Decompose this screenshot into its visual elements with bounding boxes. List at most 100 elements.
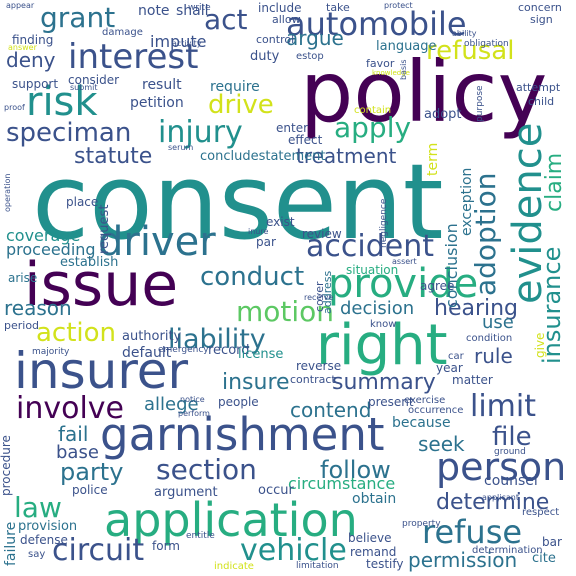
word: conclusion bbox=[442, 223, 461, 308]
word: arise bbox=[8, 271, 38, 285]
word: sign bbox=[530, 13, 553, 26]
word: par bbox=[256, 235, 276, 249]
word: result bbox=[142, 77, 182, 93]
word: procedure bbox=[0, 435, 13, 496]
word: protect bbox=[384, 1, 413, 10]
word: present bbox=[368, 395, 414, 409]
word: action bbox=[36, 318, 117, 348]
word: enter bbox=[276, 121, 309, 135]
word: coverage bbox=[6, 226, 81, 245]
word: perform bbox=[178, 409, 210, 418]
word: insurer bbox=[14, 342, 189, 400]
word: form bbox=[152, 539, 180, 553]
word: garnishment bbox=[100, 408, 385, 461]
word: serum bbox=[168, 143, 194, 152]
word: situation bbox=[346, 263, 399, 277]
word: say bbox=[28, 549, 46, 560]
word: adoption bbox=[469, 172, 502, 296]
word: period bbox=[4, 319, 40, 332]
word: entitle bbox=[186, 531, 215, 541]
word: negligence bbox=[379, 198, 389, 248]
word: condition bbox=[466, 333, 513, 344]
word: ability bbox=[452, 29, 477, 38]
word: proceeding bbox=[6, 240, 96, 259]
word: majority bbox=[32, 347, 70, 357]
word: contain bbox=[354, 105, 392, 116]
word: emergency bbox=[158, 345, 209, 355]
word: permission bbox=[408, 548, 518, 572]
word: duty bbox=[250, 49, 280, 64]
word: deny bbox=[6, 48, 56, 72]
word: party bbox=[60, 458, 124, 486]
word: motion bbox=[236, 295, 335, 328]
word: limit bbox=[470, 389, 536, 424]
word: record bbox=[208, 343, 250, 358]
word: know bbox=[370, 319, 397, 330]
word: support bbox=[12, 77, 59, 91]
word: provide bbox=[328, 261, 479, 307]
word: interest bbox=[68, 37, 199, 77]
word: applicant bbox=[482, 493, 520, 502]
word: reason bbox=[4, 296, 72, 320]
word: language bbox=[376, 39, 437, 54]
word: place bbox=[66, 195, 99, 209]
word: attempt bbox=[516, 81, 561, 94]
word: favor bbox=[366, 57, 395, 70]
word: write bbox=[188, 3, 211, 13]
word: determine bbox=[436, 490, 550, 515]
word: knowledge bbox=[372, 69, 410, 77]
word: control bbox=[256, 33, 295, 46]
word: liability bbox=[168, 324, 266, 355]
word: estop bbox=[296, 51, 324, 62]
word: file bbox=[492, 422, 532, 452]
word: concern bbox=[518, 1, 562, 14]
word: believe bbox=[348, 531, 392, 545]
word: appear bbox=[6, 1, 35, 10]
word: defense bbox=[20, 533, 68, 547]
word: adopt bbox=[424, 107, 462, 122]
word: person bbox=[436, 445, 567, 489]
word: fail bbox=[58, 422, 89, 446]
word: treatment bbox=[296, 144, 397, 168]
word: license bbox=[238, 347, 284, 362]
word: basis bbox=[399, 59, 408, 80]
word: risk bbox=[26, 79, 98, 125]
word: people bbox=[218, 395, 259, 409]
word: follow bbox=[320, 456, 391, 484]
word: exercise bbox=[404, 395, 446, 406]
word: include bbox=[258, 1, 302, 15]
word: counsel bbox=[484, 473, 538, 489]
word: cite bbox=[532, 551, 556, 566]
word: notice bbox=[180, 395, 205, 404]
word: rule bbox=[474, 344, 513, 368]
word: assert bbox=[392, 257, 417, 266]
word: review bbox=[302, 227, 342, 241]
word: policy bbox=[300, 43, 548, 141]
word: remand bbox=[350, 545, 397, 559]
word: petition bbox=[130, 95, 184, 111]
word: purpose bbox=[475, 85, 485, 122]
word: right bbox=[316, 313, 448, 378]
word: act bbox=[204, 3, 248, 36]
word: property bbox=[402, 519, 441, 529]
word: reverse bbox=[296, 359, 342, 373]
word: request bbox=[97, 204, 112, 254]
word: conduct bbox=[200, 262, 305, 292]
word: application bbox=[104, 493, 358, 547]
word: because bbox=[392, 415, 451, 431]
word: vehicle bbox=[240, 533, 347, 568]
word: summary bbox=[332, 370, 436, 395]
word: refusal bbox=[426, 36, 515, 66]
word: answer bbox=[8, 43, 37, 52]
word: exception bbox=[459, 167, 475, 236]
word: injury bbox=[158, 115, 243, 150]
word: accident bbox=[306, 229, 434, 264]
word: drive bbox=[208, 90, 274, 120]
word: insure bbox=[222, 370, 290, 395]
word: give bbox=[533, 332, 547, 358]
word: term bbox=[425, 142, 441, 176]
word: allow bbox=[272, 13, 301, 26]
word: claim bbox=[542, 152, 567, 212]
word: indicate bbox=[214, 561, 254, 572]
